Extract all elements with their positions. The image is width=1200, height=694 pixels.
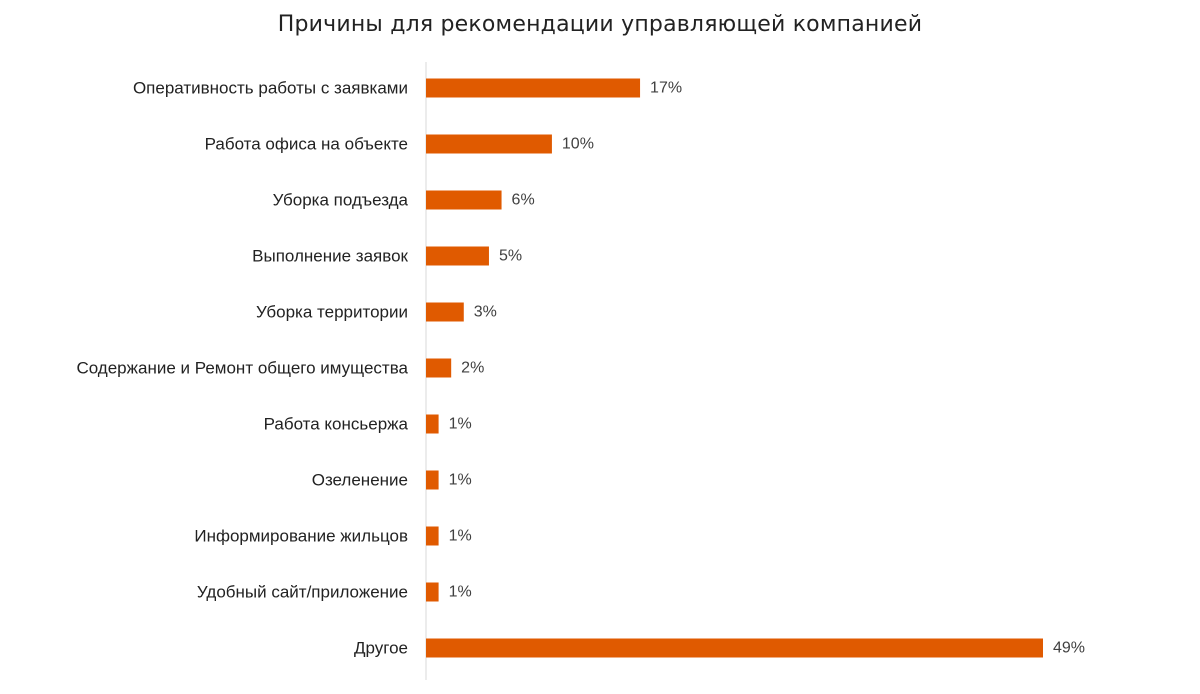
category-label: Уборка территории (256, 303, 408, 322)
category-label: Уборка подъезда (273, 191, 409, 210)
value-label: 1% (449, 472, 472, 489)
category-label: Озеленение (312, 471, 408, 490)
value-label: 10% (562, 136, 594, 153)
bar (426, 470, 439, 490)
value-label: 1% (449, 416, 472, 433)
bar (426, 78, 641, 98)
bar (426, 190, 502, 210)
category-label: Работа консьержа (264, 415, 409, 434)
value-label: 5% (499, 248, 522, 265)
bar (426, 414, 439, 434)
bar (426, 526, 439, 546)
value-label: 17% (650, 80, 682, 97)
category-label: Оперативность работы с заявками (133, 79, 408, 98)
value-label: 3% (474, 304, 497, 321)
bar (426, 302, 464, 322)
value-label: 6% (512, 192, 535, 209)
category-label: Информирование жильцов (194, 527, 408, 546)
category-label: Содержание и Ремонт общего имущества (76, 359, 408, 378)
category-label: Другое (354, 639, 408, 658)
bar (426, 358, 452, 378)
category-label: Выполнение заявок (252, 247, 408, 266)
bar (426, 638, 1043, 658)
value-label: 2% (461, 360, 484, 377)
category-label: Работа офиса на объекте (205, 135, 408, 154)
value-label: 49% (1053, 640, 1085, 657)
category-label: Удобный сайт/приложение (197, 583, 408, 602)
value-label: 1% (449, 528, 472, 545)
bar (426, 582, 439, 602)
bar (426, 246, 489, 266)
bar (426, 134, 552, 154)
value-label: 1% (449, 584, 472, 601)
chart-title: Причины для рекомендации управляющей ком… (277, 12, 923, 37)
